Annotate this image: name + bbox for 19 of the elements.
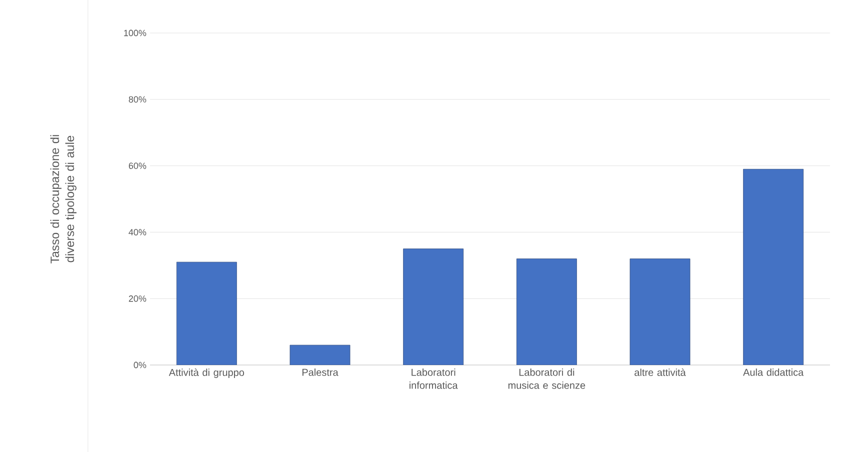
bar (290, 344, 350, 365)
x-tick-label: Attività di gruppo (168, 368, 244, 378)
y-tick-label: 40% (128, 229, 146, 236)
bar (403, 248, 464, 365)
bar (743, 168, 804, 365)
y-tick-label: 60% (128, 162, 146, 169)
bar (630, 258, 690, 365)
y-tick-label: 0% (134, 362, 146, 368)
y-tick-label: 20% (128, 295, 146, 302)
x-tick-label: Palestra (302, 368, 338, 376)
bar (516, 258, 577, 365)
y-tick-label: 80% (128, 96, 146, 103)
x-tick-label: Laboratori di musica e scienze (508, 368, 586, 389)
y-tick-label: 100% (124, 30, 146, 36)
y-axis-title: Tasso di occupazione di diverse tipologie di aule (50, 135, 76, 264)
bar (176, 262, 237, 365)
x-tick-label: altre attività (634, 368, 686, 376)
x-tick-label: Laboratori informatica (410, 368, 458, 389)
x-tick-label: Aula didattica (743, 368, 804, 376)
